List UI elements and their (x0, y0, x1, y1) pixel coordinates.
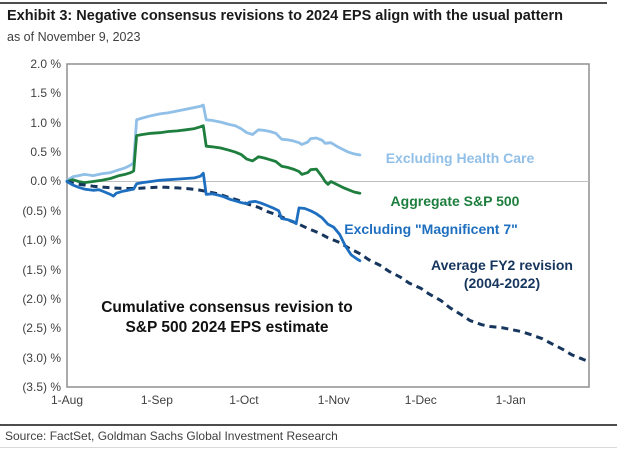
legend-excluding-health-care: Excluding Health Care (385, 150, 535, 166)
y-tick-label: (3.5) % (22, 380, 61, 394)
series-line-average-fy2-revision (66, 180, 587, 362)
plot-border (66, 63, 590, 388)
top-rule (0, 2, 607, 4)
y-tick-label: 1.0 % (30, 115, 61, 130)
series-line-excluding-health-care (65, 103, 362, 182)
y-tick-label: 1.5 % (30, 86, 61, 101)
y-tick-label: (1.0) % (22, 233, 61, 248)
exhibit-title: Exhibit 3: Negative consensus revisions … (7, 8, 563, 24)
annotation-line-2: S&P 500 2024 EPS estimate (125, 319, 329, 336)
as-of-date: as of November 9, 2023 (7, 30, 141, 44)
y-tick-label: 0.0 % (30, 174, 61, 189)
x-tick-label: 1-Dec (404, 393, 437, 407)
footer-divider (0, 447, 617, 448)
legend-excluding-magnificent-7: Excluding "Magnificent 7" (344, 221, 518, 237)
legend-average-fy2-revision: Average FY2 revision (2004-2022) (431, 257, 573, 291)
x-tick-label: 1-Oct (229, 393, 259, 407)
x-tick-label: 1-Jan (495, 393, 526, 407)
y-tick-label: 0.5 % (30, 145, 61, 160)
y-tick-label: (3.0) % (22, 350, 61, 365)
annotation-line-1: Cumulative consensus revision to (101, 299, 353, 316)
series-line-aggregate-sp500 (65, 124, 362, 195)
chart-annotation: Cumulative consensus revision to S&P 500… (88, 298, 366, 338)
x-tick-label: 1-Nov (317, 393, 350, 407)
y-tick-label: (2.5) % (22, 321, 61, 336)
y-tick-label: (0.5) % (22, 203, 61, 218)
y-tick-label: (2.0) % (22, 291, 61, 306)
legend-aggregate-sp500: Aggregate S&P 500 (390, 193, 520, 209)
x-tick-label: 1-Sep (140, 393, 173, 407)
y-tick-label: 2.0 % (30, 57, 61, 71)
y-tick-label: (1.5) % (22, 262, 61, 277)
series-line-excluding-magnificent-7 (65, 171, 362, 263)
source-note: Source: FactSet, Goldman Sachs Global In… (5, 429, 338, 443)
x-tick-label: 1-Aug (50, 393, 84, 407)
bottom-rule (0, 424, 617, 426)
